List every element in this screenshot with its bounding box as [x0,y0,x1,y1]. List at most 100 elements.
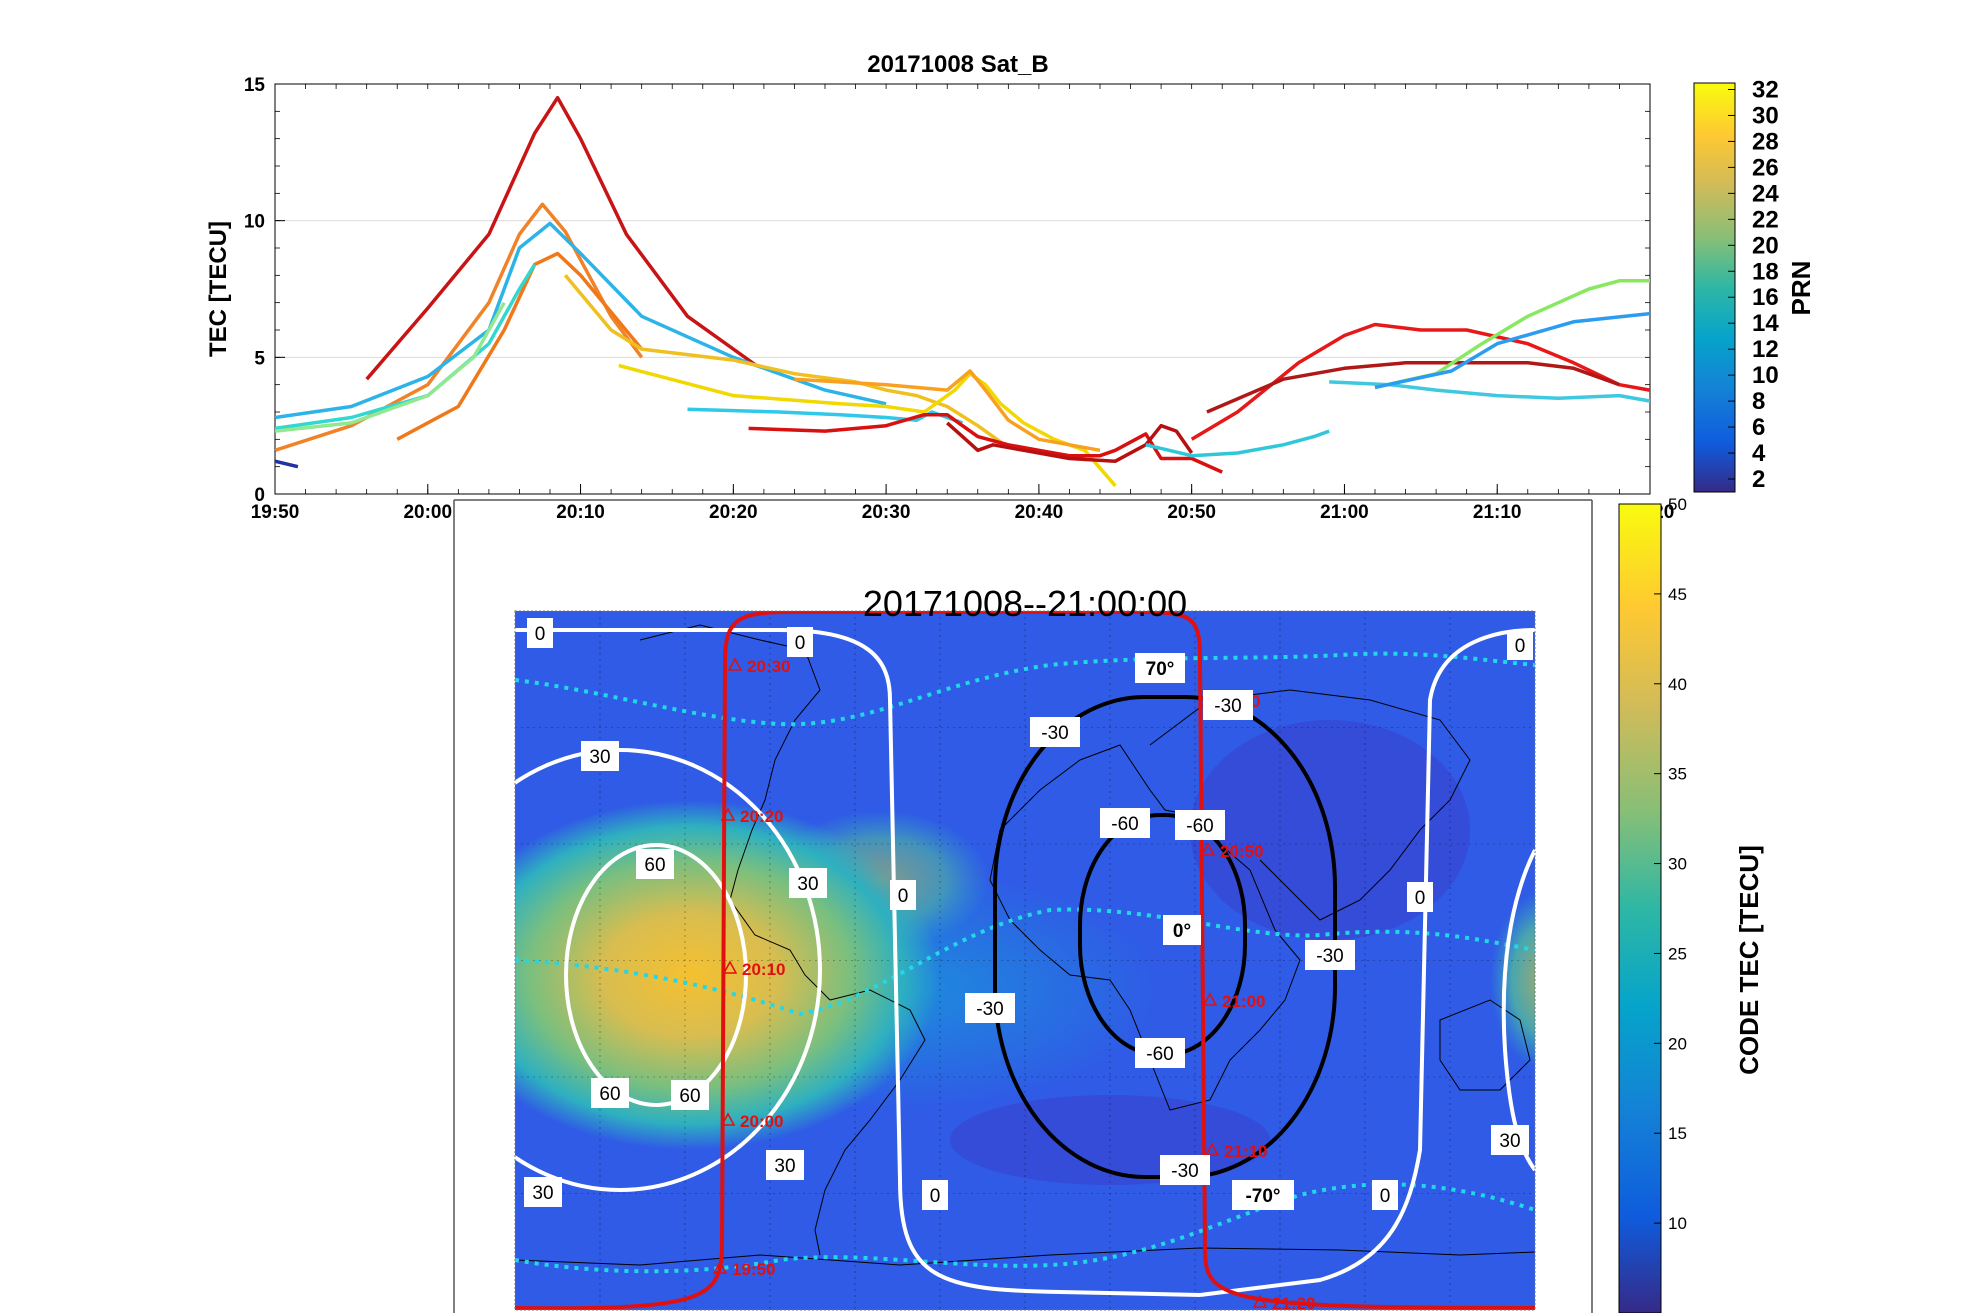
contour-label-box [1135,1038,1185,1068]
tec-series-line [275,459,299,469]
track-marker [722,960,738,974]
track-marker [712,1260,728,1274]
contour-label-box [1160,1155,1210,1185]
contour-label: 30 [589,747,610,768]
contour-label: -70° [1245,1186,1280,1207]
tec-map-panel: 19:50 20:00 20:10 20:20 20:30 20:40 20:50 21:00… [453,499,1593,1313]
contour-label: 0 [898,886,909,907]
contour-label: 30 [1499,1131,1520,1152]
contour-label-box [965,993,1015,1023]
prn-tick-label: 16 [1752,284,1779,311]
contour-label: 0 [1380,1186,1391,1207]
coastlines [515,624,1535,1266]
track-marker [1204,1142,1220,1156]
prn-tick-label: 22 [1752,206,1779,233]
contour-label: -60 [1111,814,1138,835]
contour-label: 0° [1173,921,1191,942]
prn-tick-label: 14 [1752,310,1779,337]
prn-tick-label: 28 [1752,128,1779,155]
tec-series-line [1145,429,1330,458]
tec-series-line [1374,279,1650,390]
contour-label-box [1030,717,1080,747]
top-xtick-label: 20:30 [862,502,911,523]
contour-label-box [1232,1180,1294,1210]
tec-series-line [687,407,964,425]
contour-label-box [1135,653,1185,683]
contour-label-box [524,1177,562,1207]
prn-tick-label: 30 [1752,102,1779,129]
top-xtick-label: 20:50 [1167,502,1216,523]
top-grid [275,220,1650,358]
contour-label: 60 [599,1084,620,1105]
contour-label-box [1491,1125,1529,1155]
track-marker [1200,842,1216,856]
tec-series-line [794,369,1101,453]
coast-europe-africa [989,744,1301,1111]
tec-colorbar-gradient [1618,503,1662,1313]
coast-australia [1439,999,1531,1091]
coast-antarctica [515,1247,1535,1266]
top-xtick-label: 21:10 [1473,502,1522,523]
contour-label: 70° [1146,659,1175,680]
map-title: 20171008--21:00:00 [863,583,1187,624]
top-xtick-label: 20:00 [403,502,452,523]
contour-label-box [789,868,827,898]
tec-series-line [275,301,506,433]
top-ticks: 0 5 10 15 19:50 20:00 20:10 20:20 20:30 20:40 20:5… [244,75,1674,523]
contour-0-east [1199,628,1535,1297]
tec-tick-label: 30 [1668,855,1687,874]
contour-label-box [636,849,674,879]
top-y-axis-label: TEC [TECU] [205,221,232,357]
track-marker [1252,1294,1268,1308]
top-series [275,95,1983,487]
tec-series-line [1788,426,1983,486]
tec-tick-label: 10 [1668,1214,1687,1233]
contour-30 [515,748,822,1192]
contour-label-box [890,880,916,910]
tec-blob-equatorial-west [515,800,940,1150]
prn-tick-label: 18 [1752,258,1779,285]
satellite-track [515,611,1535,1310]
contour-label: 60 [644,855,665,876]
contour-label: 0 [795,633,806,654]
tec-colorbar-label: CODE TEC [TECU] [1734,845,1764,1075]
contour-label-box [527,618,553,648]
tec-colorbar-ticks: 10 15 20 25 30 35 40 45 50 [1654,495,1687,1233]
contour-label-box [581,741,619,771]
contour-label-box [1175,810,1225,840]
contour-label-box [1507,630,1533,660]
contour-label-box [591,1078,629,1108]
tec-colorbar: 10 15 20 25 30 35 40 45 50 CODE TEC [TECU] [1618,495,1764,1313]
track-time-label: 20:10 [742,960,785,979]
prn-tick-label: 10 [1752,362,1779,389]
contour-label-box [671,1080,709,1110]
contour-label: 0 [535,624,546,645]
track-marker [720,1112,736,1126]
contour-label: 0 [1515,636,1526,657]
top-xtick-label: 20:40 [1015,502,1064,523]
prn-tick-label: 8 [1752,388,1765,415]
track-time-label: 20:00 [740,1112,783,1131]
tec-tick-label: 15 [1668,1124,1687,1143]
contour-label: 0 [1415,888,1426,909]
contour-label-box [1407,882,1433,912]
prn-tick-label: 26 [1752,154,1779,181]
prn-tick-label: 4 [1752,440,1766,467]
contour-label: 0 [930,1186,941,1207]
track-time-label: 21:20 [1272,1294,1315,1313]
track-time-label: 21:10 [1224,1142,1267,1161]
contour-label-box [1203,690,1253,720]
prn-tick-label: 2 [1752,466,1765,493]
track-time-marks: 19:5020:0020:1020:2020:3020:4020:5021:00… [712,657,1315,1313]
track-time-label: 20:20 [740,807,783,826]
track-time-label: 21:00 [1222,992,1265,1011]
tec-tick-label: 45 [1668,585,1687,604]
contour-label-box [1100,808,1150,838]
top-plot-area [274,83,1651,495]
track-marker [727,657,743,671]
contour-label-box [1372,1180,1398,1210]
tec-tick-label: 35 [1668,765,1687,784]
tec-series-line [1206,361,1620,414]
tec-tick-label: 40 [1668,675,1687,694]
